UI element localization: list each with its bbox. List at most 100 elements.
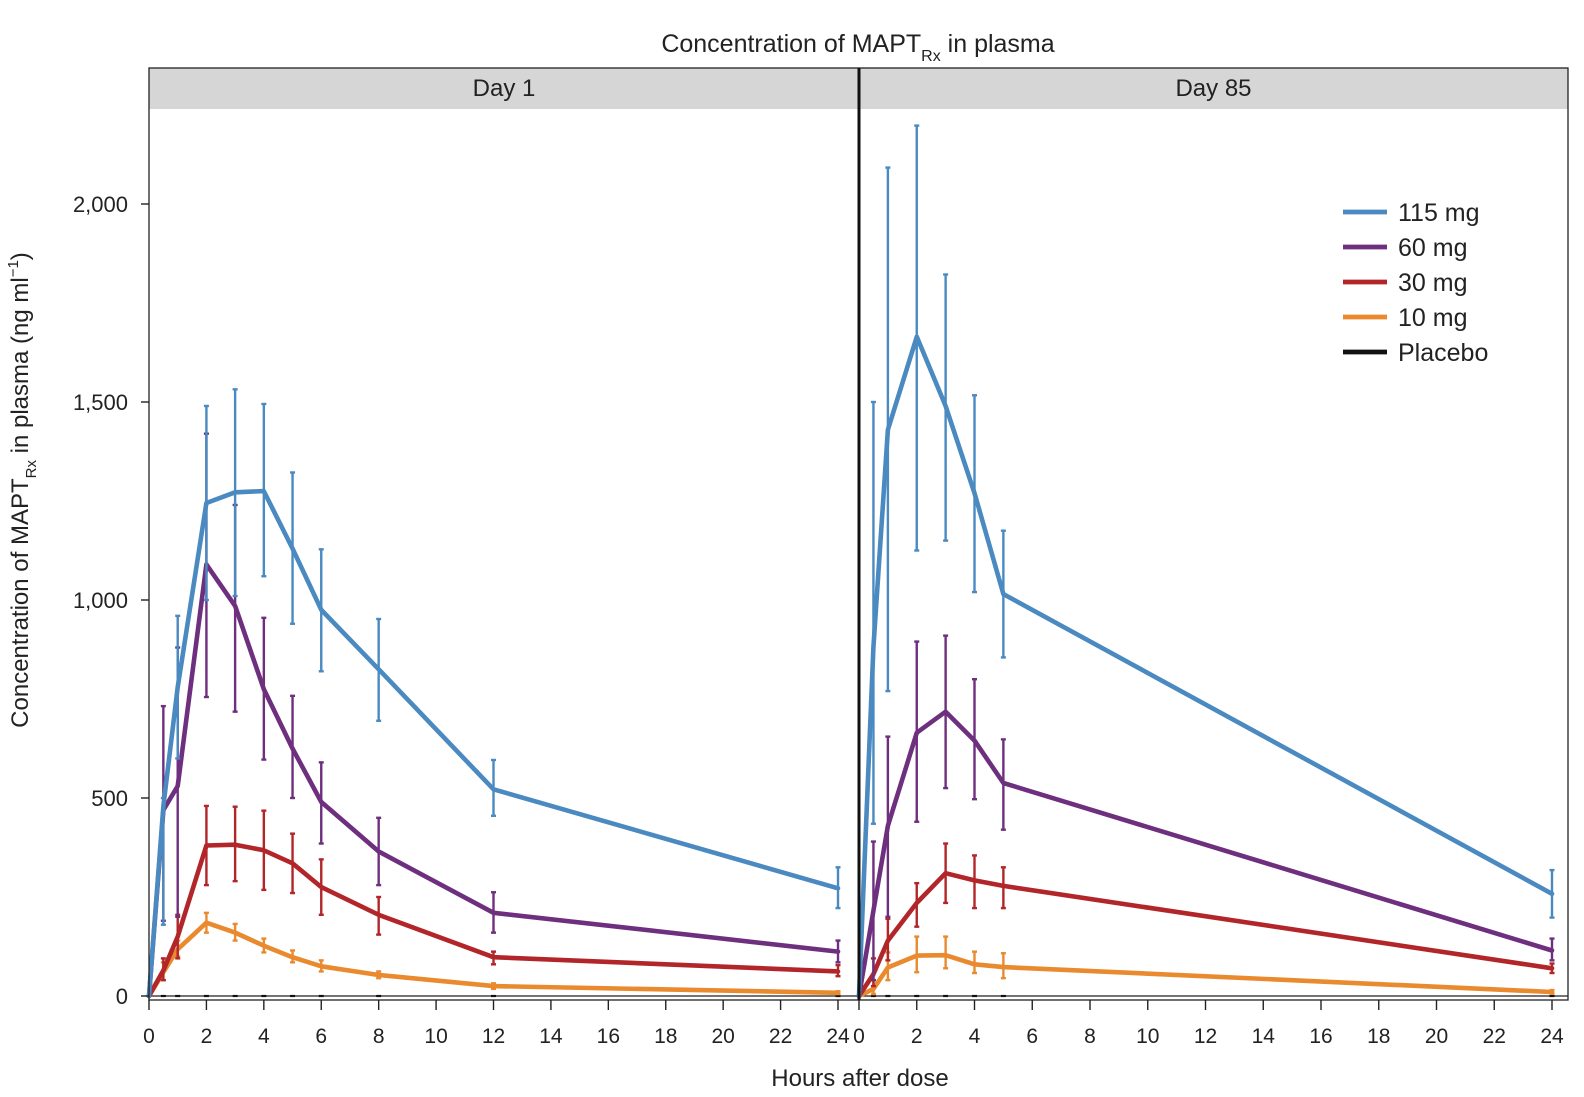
chart-title-subscript: Rx: [921, 48, 941, 65]
series-30-mg: [856, 842, 1555, 999]
x-tick-label: 10: [424, 1025, 447, 1048]
data-point: [291, 747, 295, 750]
x-tick-label: 6: [315, 1025, 327, 1048]
panel-day-1: Day 10 2 4 6 8 10 12 14 16 18 20 22 24: [143, 68, 859, 1048]
data-point: [886, 824, 890, 828]
series-line: [856, 952, 1555, 999]
x-tick-label: 22: [769, 1025, 792, 1048]
legend-item-30-mg: 30 mg: [1343, 269, 1467, 297]
legend-label: Placebo: [1398, 339, 1488, 367]
legend-label: 60 mg: [1398, 234, 1467, 262]
x-tick-label: 16: [1309, 1025, 1332, 1048]
x-tick-label: 12: [1194, 1025, 1217, 1048]
y-tick-label: 500: [91, 786, 128, 811]
data-point: [492, 955, 495, 959]
legend-label: 115 mg: [1398, 199, 1480, 227]
panel-header-strip: [859, 68, 1568, 109]
data-point: [836, 950, 840, 954]
series-30-mg: [146, 804, 841, 999]
legend-item-60-mg: 60 mg: [1343, 234, 1467, 262]
x-axis-label: Hours after dose: [771, 1065, 948, 1092]
x-tick-label: 2: [911, 1025, 923, 1048]
data-point: [161, 968, 165, 972]
data-point: [871, 987, 875, 991]
x-tick-label: 4: [258, 1025, 270, 1048]
y-axis-label-superscript: −1: [5, 260, 22, 277]
x-tick-label: 6: [1026, 1025, 1038, 1048]
data-point: [233, 490, 237, 494]
data-point: [1550, 990, 1554, 994]
y-axis-label-close: ): [7, 252, 34, 260]
data-point: [319, 800, 323, 804]
data-point: [944, 710, 948, 714]
panel-day-85: Day 850 2 4 6 8 10 12 14 16 18 20 22 24: [853, 68, 1568, 1048]
legend-item-10-mg: 10 mg: [1343, 304, 1467, 332]
y-tick-label: 2,000: [73, 192, 128, 217]
series-10-mg: [856, 935, 1555, 999]
data-point: [291, 955, 295, 959]
series-115-mg: [146, 388, 841, 999]
y-tick-label: 0: [116, 984, 128, 1009]
data-point: [233, 931, 237, 935]
x-tick-label: 8: [373, 1025, 385, 1048]
data-point: [886, 939, 890, 943]
legend: 115 mg 60 mg 30 mg 10 mg Placebo: [1343, 199, 1488, 367]
data-point: [161, 804, 165, 808]
data-point: [291, 861, 295, 865]
data-point: [1001, 781, 1005, 785]
y-axis-label-unit: in plasma (ng ml: [7, 277, 34, 460]
data-point: [944, 404, 948, 408]
data-point: [291, 547, 295, 551]
series-60-mg: [146, 432, 841, 999]
data-point: [915, 954, 919, 958]
data-point: [204, 844, 208, 848]
data-point: [377, 849, 381, 853]
data-point: [262, 944, 266, 948]
data-point: [319, 885, 323, 889]
data-point: [973, 739, 976, 743]
data-point: [915, 335, 919, 339]
data-point: [1001, 884, 1005, 888]
data-point: [836, 991, 840, 995]
series-10-mg: [146, 911, 841, 999]
x-tick-label: 14: [539, 1025, 563, 1048]
data-point: [1550, 966, 1554, 970]
data-point: [1001, 965, 1005, 969]
x-tick-label: 18: [1367, 1025, 1390, 1048]
data-point: [973, 491, 976, 495]
data-point: [262, 687, 266, 691]
series-115-mg: [856, 124, 1555, 999]
legend-label: 30 mg: [1398, 269, 1467, 297]
chart-title-suffix: in plasma: [941, 30, 1055, 58]
series-60-mg: [856, 634, 1555, 999]
data-point: [262, 848, 266, 852]
x-tick-label: 24: [826, 1025, 850, 1048]
axis-layer: 0 500 1,000 1,500 2,000: [73, 67, 1569, 1009]
data-point: [319, 608, 323, 612]
data-point: [886, 428, 890, 432]
data-point: [377, 667, 381, 671]
legend-item-115-mg: 115 mg: [1343, 199, 1480, 227]
data-point: [492, 787, 495, 791]
data-point: [204, 501, 208, 505]
x-tick-label: 22: [1483, 1025, 1506, 1048]
x-tick-label: 0: [143, 1025, 155, 1048]
x-tick-label: 14: [1252, 1025, 1276, 1048]
data-point: [836, 969, 840, 973]
data-point: [1550, 948, 1554, 952]
data-point: [944, 871, 948, 875]
data-point: [871, 646, 875, 650]
data-point: [915, 901, 919, 905]
series-line: [856, 870, 1555, 999]
data-point: [944, 953, 948, 957]
legend-label: 10 mg: [1398, 304, 1467, 332]
data-point: [176, 784, 180, 788]
data-point: [492, 984, 495, 988]
data-point: [973, 878, 976, 882]
x-tick-label: 18: [654, 1025, 677, 1048]
series-line: [856, 709, 1555, 999]
data-point: [377, 973, 381, 977]
data-point: [1550, 892, 1554, 896]
